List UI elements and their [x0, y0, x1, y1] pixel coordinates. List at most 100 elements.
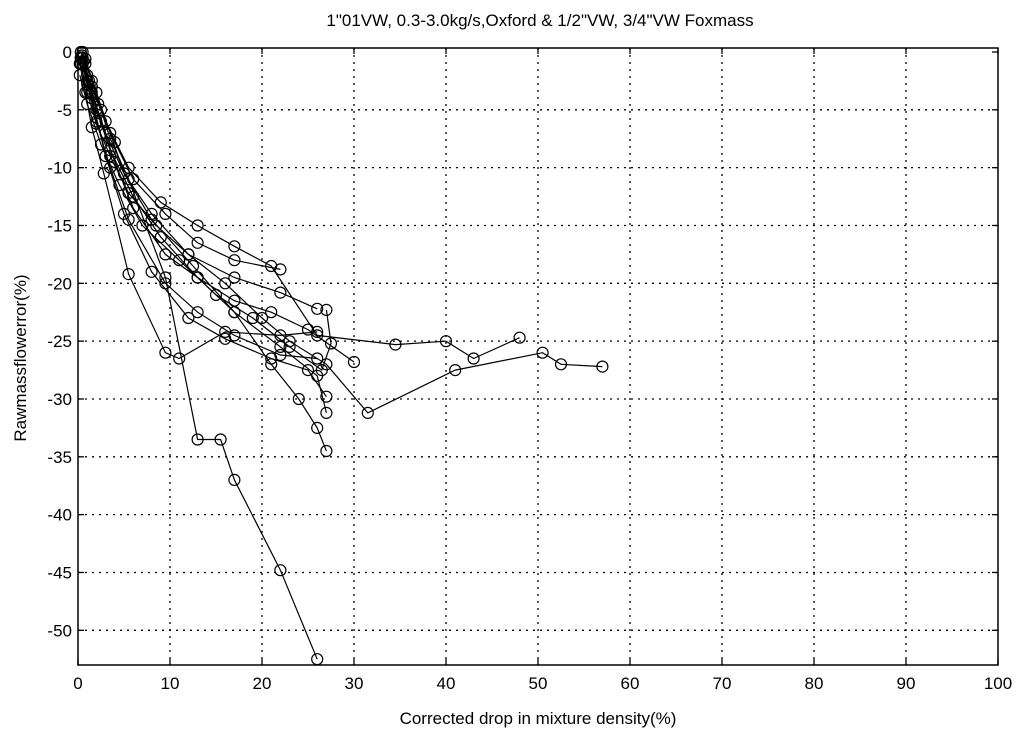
- y-tick-label: -45: [47, 563, 72, 582]
- data-point: [159, 277, 172, 290]
- series-11: [79, 52, 333, 458]
- data-point: [513, 331, 526, 344]
- chart-title: 1"01VW, 0.3-3.0kg/s,Oxford & 1/2"VW, 3/4…: [326, 11, 753, 30]
- data-point: [173, 254, 186, 267]
- data-point: [219, 277, 232, 290]
- data-point: [122, 213, 135, 226]
- data-point: [90, 86, 103, 99]
- x-tick-label: 40: [437, 674, 456, 693]
- data-point: [159, 346, 172, 359]
- data-point: [182, 311, 195, 325]
- data-point: [320, 303, 333, 316]
- series-line: [80, 57, 318, 360]
- data-point: [536, 346, 549, 359]
- data-point: [97, 167, 110, 180]
- y-axis-ticks: 0 -5 -10 -15 -20 -25 -30 -35 -40 -45 -50: [47, 43, 998, 640]
- x-tick-label: 60: [621, 674, 640, 693]
- data-point: [186, 259, 200, 273]
- y-tick-label: -5: [57, 101, 72, 120]
- data-point: [274, 340, 287, 353]
- data-point: [274, 564, 287, 577]
- data-point: [191, 219, 204, 232]
- data-point: [449, 364, 462, 377]
- y-tick-label: -30: [47, 390, 72, 409]
- x-tick-label: 0: [73, 674, 82, 693]
- data-point: [311, 352, 324, 365]
- data-point: [255, 311, 269, 325]
- data-point: [320, 390, 333, 403]
- data-point: [311, 329, 324, 342]
- data-point: [292, 392, 305, 406]
- y-tick-label: -25: [47, 332, 72, 351]
- x-axis-ticks: 0 10 20 30 40 50 60 70 80 90 100: [73, 48, 1012, 693]
- data-point: [467, 352, 480, 365]
- data-point: [320, 406, 333, 419]
- data-point: [94, 138, 108, 151]
- series-9: [76, 57, 609, 419]
- data-point: [274, 286, 287, 299]
- data-point: [315, 364, 328, 377]
- data-point: [324, 337, 338, 350]
- data-point: [265, 306, 278, 319]
- data-point: [214, 433, 227, 446]
- y-tick-label: -40: [47, 506, 72, 525]
- data-point: [73, 68, 86, 82]
- data-point: [265, 358, 278, 371]
- data-point: [389, 338, 402, 351]
- data-point: [145, 213, 158, 226]
- data-point: [246, 311, 259, 325]
- series-10: [74, 51, 333, 419]
- data-point: [265, 259, 278, 273]
- data-point: [209, 288, 223, 301]
- series-line: [79, 74, 332, 372]
- data-point: [361, 406, 374, 419]
- data-point: [136, 219, 149, 232]
- y-tick-label: -10: [47, 159, 72, 178]
- data-point: [347, 355, 361, 369]
- data-point: [159, 207, 172, 220]
- data-point: [154, 196, 167, 209]
- series-12: [73, 68, 338, 377]
- data-point: [228, 240, 241, 253]
- data-point: [228, 271, 241, 284]
- data-point: [439, 335, 453, 348]
- series-line: [82, 51, 327, 398]
- y-axis-label: Rawmassflowerror(%): [11, 274, 30, 441]
- data-point: [311, 421, 324, 434]
- series-6: [74, 57, 324, 315]
- data-point: [81, 97, 94, 111]
- data-point: [283, 340, 296, 353]
- series-2: [76, 45, 333, 403]
- data-point: [191, 236, 204, 249]
- series-line: [80, 57, 327, 414]
- data-point: [596, 360, 609, 373]
- data-point: [85, 86, 98, 99]
- x-tick-label: 20: [253, 674, 272, 693]
- y-tick-label: 0: [63, 43, 72, 62]
- data-point: [301, 364, 315, 377]
- y-tick-label: -35: [47, 448, 72, 467]
- data-point: [311, 302, 324, 315]
- x-axis-label: Corrected drop in mixture density(%): [400, 709, 677, 728]
- x-tick-label: 100: [984, 674, 1012, 693]
- data-point: [113, 178, 126, 192]
- data-point: [191, 306, 204, 319]
- data-point: [228, 254, 241, 267]
- data-point: [228, 473, 241, 486]
- data-point: [320, 444, 333, 458]
- series-line: [84, 58, 327, 452]
- data-point: [274, 348, 287, 362]
- data-point: [159, 248, 172, 261]
- series-group: [73, 45, 609, 666]
- series-line: [82, 63, 603, 414]
- data-point: [191, 433, 204, 446]
- x-tick-label: 80: [805, 674, 824, 693]
- series-line: [82, 61, 520, 360]
- data-point: [173, 352, 186, 365]
- data-point: [104, 126, 117, 140]
- x-tick-label: 70: [713, 674, 732, 693]
- x-tick-label: 90: [897, 674, 916, 693]
- x-tick-label: 10: [161, 674, 180, 693]
